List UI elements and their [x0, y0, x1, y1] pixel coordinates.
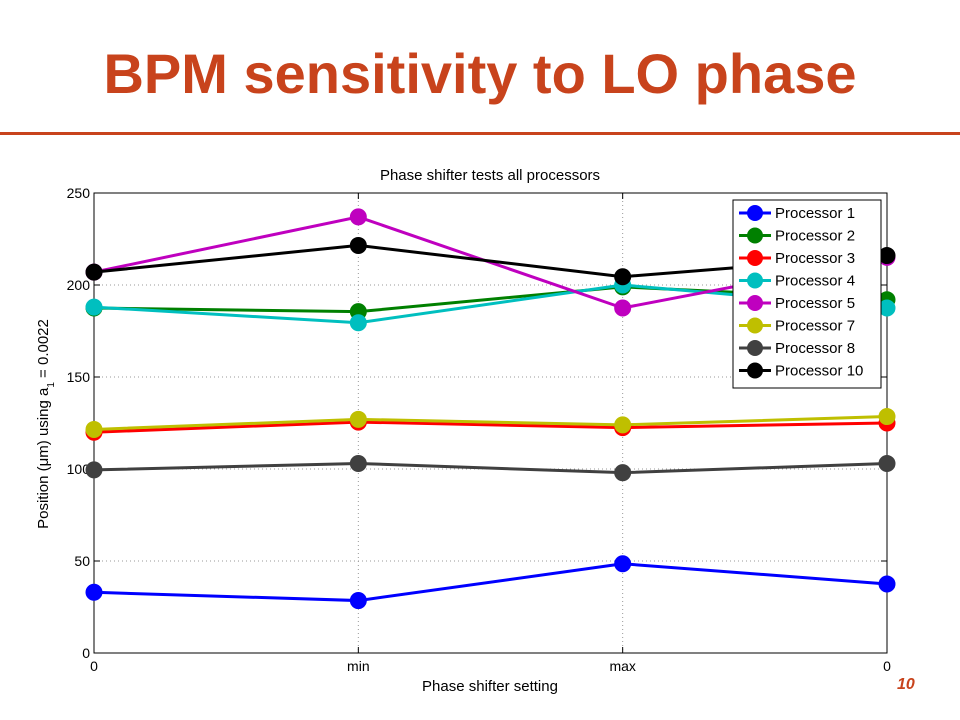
y-tick-label: 0 [82, 645, 90, 661]
y-tick-label: 100 [67, 461, 91, 477]
axis-ticks: 0 50 100 150 200 250 0 min max 0 [67, 185, 891, 674]
legend-label: Processor 2 [775, 228, 855, 245]
data-point [349, 208, 367, 226]
legend-label: Processor 1 [775, 205, 855, 222]
legend-label: Processor 3 [775, 250, 855, 267]
legend-swatch-marker [747, 272, 763, 289]
chart-title: Phase shifter tests all processors [380, 167, 600, 184]
legend-swatch-marker [747, 340, 763, 356]
series-line [93, 420, 888, 434]
data-point [349, 410, 367, 428]
series-line [93, 461, 888, 475]
y-tick-label: 150 [67, 369, 91, 385]
legend: Processor 1 Processor 2 Processor 3 Process… [732, 199, 882, 389]
data-point [614, 464, 632, 482]
y-axis-label: Position (μm) using a1 = 0.0022 [35, 319, 57, 529]
data-point [85, 420, 103, 438]
series-processor-7 [85, 408, 896, 438]
legend-item: Processor 8 [739, 340, 855, 357]
y-tick-label: 50 [74, 553, 90, 569]
legend-swatch-marker [747, 205, 763, 221]
slide-title: BPM sensitivity to LO phase [103, 42, 857, 105]
legend-item: Processor 1 [739, 205, 855, 222]
data-point [349, 592, 367, 610]
x-axis-label: Phase shifter setting [422, 678, 558, 695]
series-processor-1 [85, 555, 896, 610]
x-tick-label: 0 [90, 658, 98, 674]
y-tick-label: 250 [67, 185, 91, 201]
data-point [878, 408, 896, 426]
data-point [85, 263, 103, 281]
y-axis-label-subscript: 1 [46, 382, 57, 388]
legend-label: Processor 10 [775, 363, 863, 380]
x-tick-label: 0 [883, 658, 891, 674]
legend-item: Processor 5 [739, 295, 855, 312]
data-point [878, 575, 896, 593]
y-axis-label-suffix: = 0.0022 [35, 319, 52, 382]
legend-swatch-marker [747, 227, 763, 244]
data-point [614, 555, 632, 573]
data-point [349, 236, 367, 254]
series-line [93, 415, 888, 431]
data-point [85, 298, 103, 316]
data-point [349, 454, 367, 472]
legend-swatch-marker [747, 362, 763, 379]
legend-item: Processor 3 [739, 250, 855, 267]
legend-item: Processor 7 [739, 317, 855, 335]
data-point [614, 299, 632, 317]
data-point [614, 416, 632, 434]
legend-swatch-marker [747, 250, 763, 266]
legend-item: Processor 4 [739, 272, 855, 290]
series-line [93, 562, 888, 603]
legend-item: Processor 10 [739, 362, 863, 380]
data-point [85, 461, 103, 479]
title-divider [0, 132, 960, 135]
legend-item: Processor 2 [739, 227, 855, 245]
data-point [349, 314, 367, 332]
legend-label: Processor 7 [775, 318, 855, 335]
legend-label: Processor 4 [775, 273, 855, 290]
series-processor-8 [85, 454, 896, 482]
page-number: 10 [897, 676, 915, 693]
data-point [878, 454, 896, 472]
x-tick-label: max [609, 658, 635, 674]
x-tick-label: min [347, 658, 370, 674]
legend-label: Processor 5 [775, 295, 855, 312]
legend-label: Processor 8 [775, 340, 855, 357]
y-tick-label: 200 [67, 277, 91, 293]
y-axis-label-main: Position (μm) using a [35, 387, 52, 529]
legend-swatch-marker [747, 295, 763, 311]
data-point [614, 268, 632, 286]
legend-swatch-marker [747, 317, 763, 334]
data-point [85, 583, 103, 601]
